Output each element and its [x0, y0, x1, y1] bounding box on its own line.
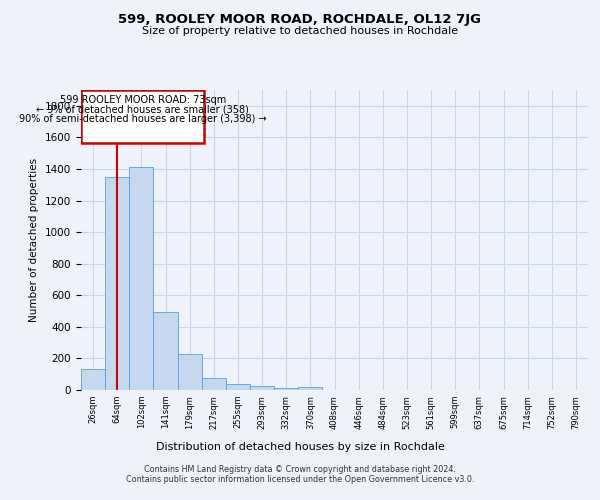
Bar — [298, 387, 322, 390]
Bar — [250, 386, 274, 390]
Bar — [202, 378, 226, 390]
Bar — [81, 368, 105, 390]
Text: ← 9% of detached houses are smaller (358): ← 9% of detached houses are smaller (358… — [37, 104, 249, 114]
Y-axis label: Number of detached properties: Number of detached properties — [29, 158, 40, 322]
Text: Contains HM Land Registry data © Crown copyright and database right 2024.: Contains HM Land Registry data © Crown c… — [144, 465, 456, 474]
Text: 90% of semi-detached houses are larger (3,398) →: 90% of semi-detached houses are larger (… — [19, 114, 266, 124]
Text: Contains public sector information licensed under the Open Government Licence v3: Contains public sector information licen… — [126, 475, 474, 484]
Bar — [178, 354, 202, 390]
Bar — [82, 90, 204, 143]
Bar — [129, 168, 154, 390]
Bar — [154, 312, 178, 390]
Text: 599 ROOLEY MOOR ROAD: 73sqm: 599 ROOLEY MOOR ROAD: 73sqm — [59, 94, 226, 104]
Text: Size of property relative to detached houses in Rochdale: Size of property relative to detached ho… — [142, 26, 458, 36]
Bar — [226, 384, 250, 390]
Text: 599, ROOLEY MOOR ROAD, ROCHDALE, OL12 7JG: 599, ROOLEY MOOR ROAD, ROCHDALE, OL12 7J… — [119, 12, 482, 26]
Bar — [274, 388, 298, 390]
Bar — [105, 177, 129, 390]
Text: Distribution of detached houses by size in Rochdale: Distribution of detached houses by size … — [155, 442, 445, 452]
